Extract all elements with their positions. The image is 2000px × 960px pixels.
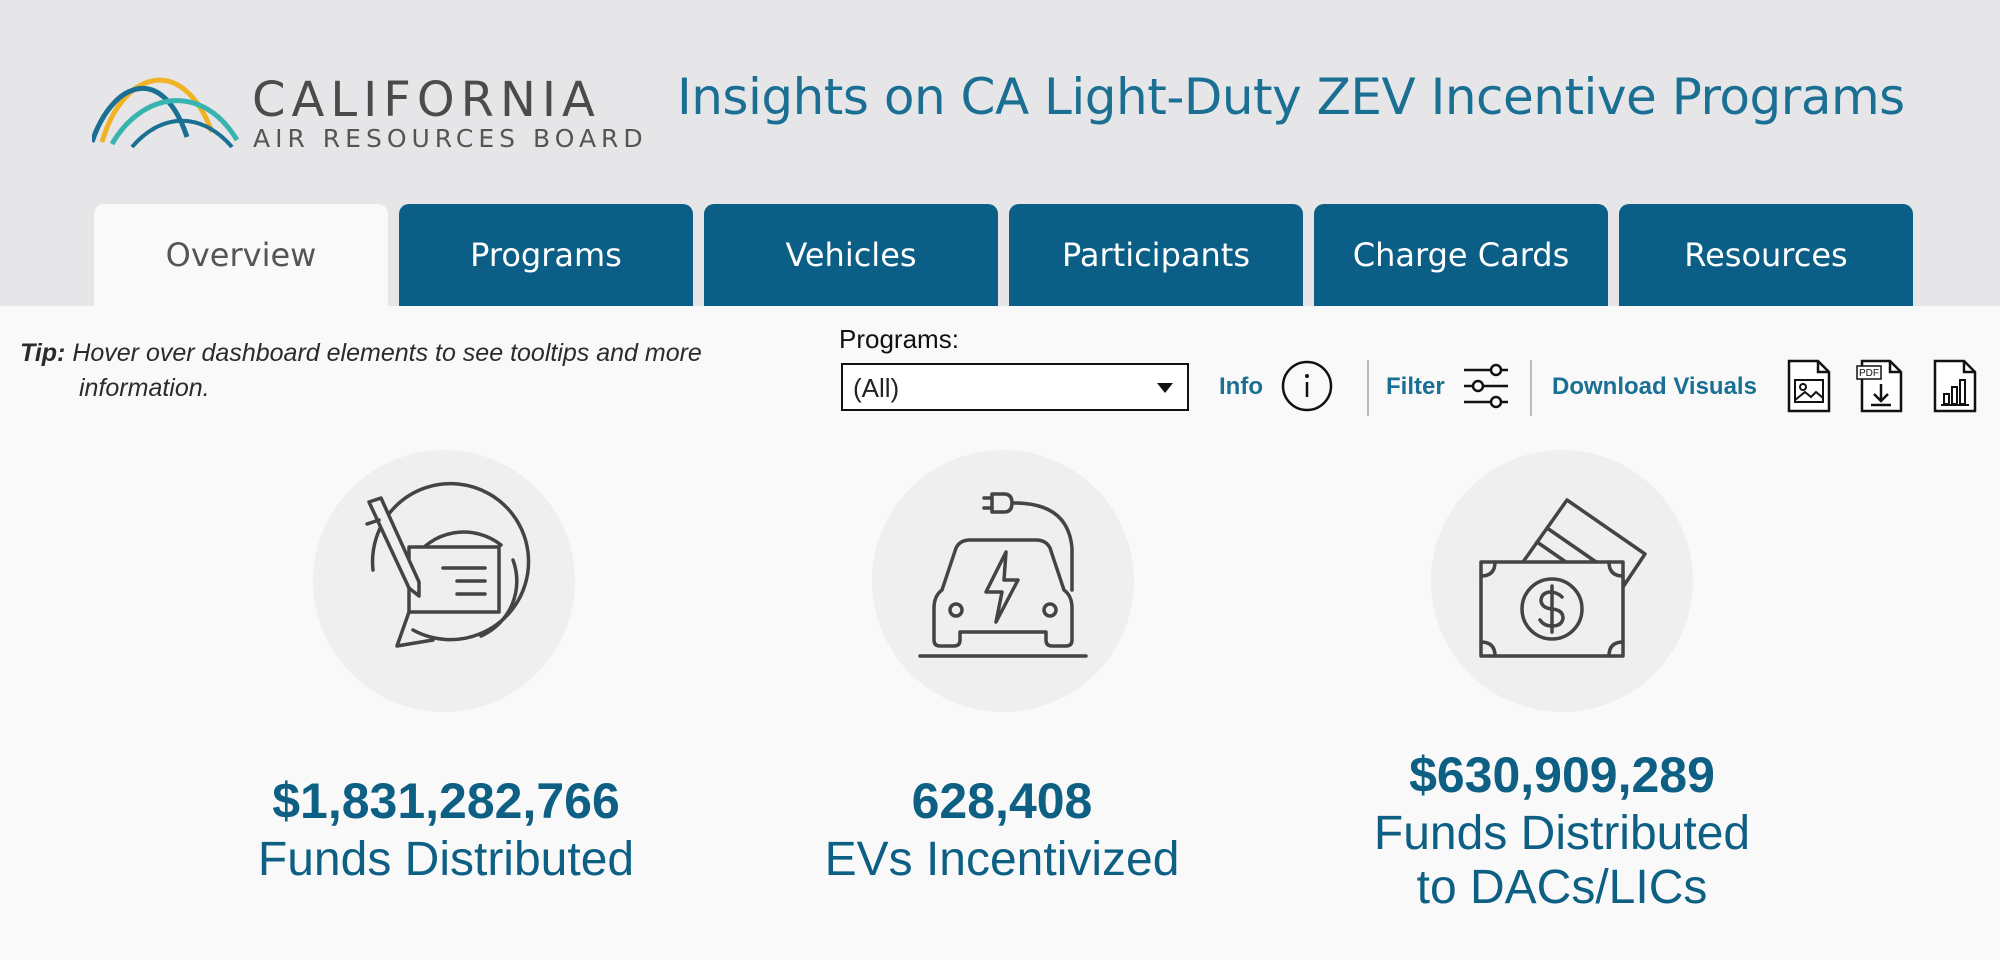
programs-dropdown[interactable]: (All)	[841, 363, 1189, 411]
metric-value: 628,408	[911, 773, 1093, 829]
metric-label: Funds Distributed	[257, 833, 635, 886]
metric-label-line1: Funds Distributed	[1373, 807, 1751, 860]
toolbar-divider	[1367, 360, 1369, 416]
pdf-badge-text: PDF	[1859, 368, 1879, 379]
logo-arcs-icon	[92, 77, 240, 149]
tab-bar: Overview Programs Vehicles Participants …	[94, 204, 1913, 306]
tip-line1: Hover over dashboard elements to see too…	[65, 339, 702, 367]
metric-icon-circle	[1431, 450, 1693, 712]
tip-line2: information.	[79, 374, 210, 402]
tip-text: Tip: Hover over dashboard elements to se…	[20, 336, 810, 406]
carb-logo[interactable]: CALIFORNIA AIR RESOURCES BOARD	[92, 52, 643, 153]
programs-filter-label: Programs:	[839, 324, 959, 354]
filter-link[interactable]: Filter	[1386, 373, 1445, 400]
metric-icon-circle	[872, 450, 1134, 712]
logo-subtitle: AIR RESOURCES BOARD	[253, 124, 648, 153]
dropdown-caret-icon	[1157, 383, 1173, 393]
electric-car-icon	[918, 492, 1088, 658]
download-visuals-link[interactable]: Download Visuals	[1552, 373, 1757, 400]
download-data-icon[interactable]	[1932, 358, 1978, 414]
page-header: CALIFORNIA AIR RESOURCES BOARD Insights …	[0, 0, 2000, 306]
info-icon[interactable]	[1280, 359, 1334, 413]
tab-resources[interactable]: Resources	[1619, 204, 1913, 306]
download-pdf-icon[interactable]: PDF	[1856, 358, 1906, 414]
tab-participants[interactable]: Participants	[1009, 204, 1303, 306]
metric-label: EVs Incentivized	[824, 833, 1180, 886]
signed-check-cycle-icon	[365, 481, 531, 648]
tab-programs[interactable]: Programs	[399, 204, 693, 306]
tip-label: Tip:	[20, 339, 66, 367]
cash-and-card-icon	[1479, 498, 1647, 658]
filter-sliders-icon[interactable]	[1460, 360, 1512, 412]
metric-value: $1,831,282,766	[272, 773, 620, 829]
metric-icon-circle	[313, 450, 575, 712]
tab-vehicles[interactable]: Vehicles	[704, 204, 998, 306]
tab-charge-cards[interactable]: Charge Cards	[1314, 204, 1608, 306]
toolbar-divider	[1530, 360, 1532, 416]
logo-name: CALIFORNIA	[252, 72, 601, 128]
tab-overview[interactable]: Overview	[94, 204, 388, 306]
page-title: Insights on CA Light-Duty ZEV Incentive …	[677, 68, 1905, 126]
info-link[interactable]: Info	[1219, 373, 1263, 400]
metric-label-line2: to DACs/LICs	[1416, 861, 1708, 914]
download-image-icon[interactable]	[1786, 358, 1832, 414]
metric-value: $630,909,289	[1409, 747, 1715, 803]
programs-dropdown-value: (All)	[853, 373, 900, 403]
